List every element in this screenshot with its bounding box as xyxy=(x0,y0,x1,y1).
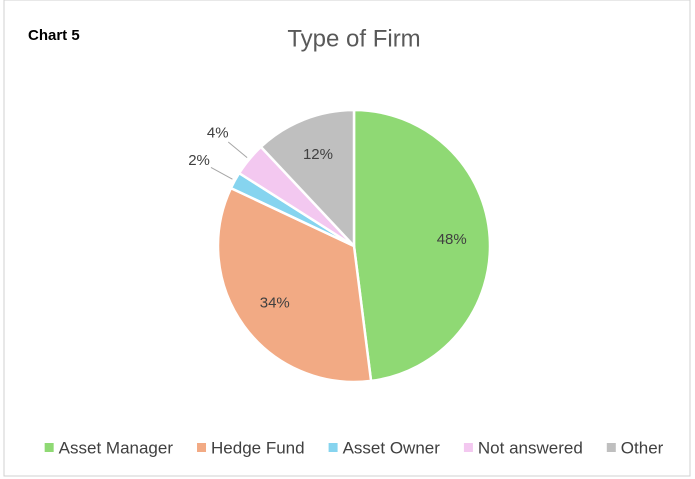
data-label: 4% xyxy=(207,124,229,141)
chart-title: Type of Firm xyxy=(287,25,420,52)
legend-swatch xyxy=(44,443,54,452)
legend-label: Other xyxy=(621,438,664,457)
pie-slice xyxy=(352,108,492,383)
legend-swatch xyxy=(328,443,338,452)
legend-label: Asset Manager xyxy=(59,438,174,457)
legend-label: Hedge Fund xyxy=(211,438,305,457)
pie-slice xyxy=(259,108,356,250)
chart-label: Chart 5 xyxy=(28,27,80,44)
legend-swatch xyxy=(463,443,473,452)
data-label: 12% xyxy=(303,146,333,163)
legend-swatch xyxy=(197,443,207,452)
legend-label: Asset Owner xyxy=(343,438,441,457)
data-label: 34% xyxy=(260,295,290,312)
data-label: 2% xyxy=(188,152,210,169)
legend-swatch xyxy=(606,443,616,452)
leader-line xyxy=(227,141,248,158)
leader-line xyxy=(210,166,233,180)
data-label: 48% xyxy=(437,231,467,248)
legend-label: Not answered xyxy=(478,438,583,457)
